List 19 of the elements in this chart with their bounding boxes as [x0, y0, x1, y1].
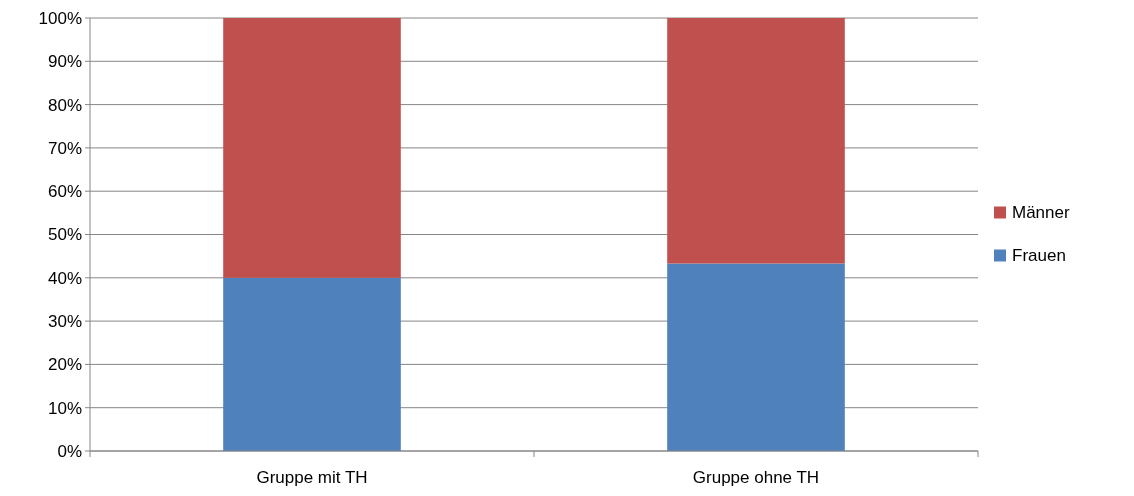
- legend-label: Frauen: [1012, 246, 1066, 266]
- bar: [667, 18, 845, 264]
- legend-label: Männer: [1012, 203, 1070, 223]
- bar: [223, 18, 401, 278]
- y-tick-label: 60%: [47, 182, 82, 202]
- bar: [223, 277, 401, 451]
- y-tick-label: 10%: [47, 398, 82, 418]
- y-tick-label: 0%: [57, 441, 82, 461]
- x-tick-label: Gruppe mit TH: [256, 468, 368, 487]
- bar: [667, 263, 845, 451]
- y-tick-label: 20%: [47, 355, 82, 375]
- y-tick-label: 90%: [47, 52, 82, 72]
- y-tick-label: 50%: [47, 225, 82, 245]
- x-tick-label: Gruppe ohne TH: [692, 468, 820, 487]
- y-tick-label: 40%: [47, 268, 82, 288]
- y-tick-label: 80%: [47, 95, 82, 115]
- y-tick-label: 30%: [47, 312, 82, 332]
- y-tick-label: 100%: [38, 8, 82, 28]
- y-tick-label: 70%: [47, 138, 82, 158]
